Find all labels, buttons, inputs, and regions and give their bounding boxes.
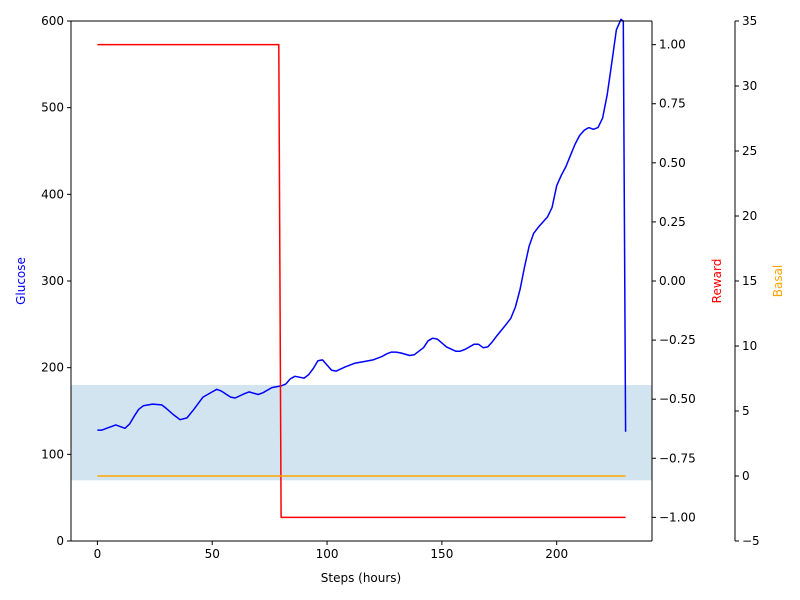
reward-tick-label: 0.50 [659,156,686,170]
glucose-tick-label: 200 [41,361,64,375]
target-range-layer [71,385,652,481]
basal-tick-label: −5 [742,534,760,548]
tick-layer: 0 50 100 150 2000100200300400500600−1.00−0.7… [41,14,760,561]
x-tick-label: 200 [545,547,568,561]
reward-tick-label: 1.00 [659,38,686,52]
basal-tick-label: 30 [742,79,757,93]
glucose-tick-label: 100 [41,447,64,461]
basal-tick-label: 35 [742,14,757,28]
glucose-axis-label: Glucose [14,257,28,305]
reward-tick-label: 0.25 [659,215,686,229]
x-tick-label: 100 [316,547,339,561]
series-layer [97,18,627,519]
basal-tick-label: 0 [742,469,750,483]
basal-tick-label: 25 [742,144,757,158]
x-tick-label: 0 [94,547,102,561]
reward-tick-label: 0.75 [659,97,686,111]
x-tick-label: 150 [430,547,453,561]
reward-tick-label: −0.75 [659,451,696,465]
x-tick-label: 50 [205,547,220,561]
glucose-tick-label: 500 [41,101,64,115]
reward-tick-label: −0.25 [659,333,696,347]
basal-axis-label: Basal [771,265,785,298]
x-axis-label: Steps (hours) [321,571,402,585]
glucose-series-line [97,18,627,432]
glucose-tick-label: 0 [56,534,64,548]
reward-tick-label: −0.50 [659,392,696,406]
target-range-band [71,385,652,481]
basal-tick-label: 15 [742,274,757,288]
reward-axis-label: Reward [710,259,724,304]
basal-tick-label: 10 [742,339,757,353]
glucose-tick-label: 300 [41,274,64,288]
reward-tick-label: −1.00 [659,510,696,524]
basal-tick-label: 20 [742,209,757,223]
glucose-tick-label: 400 [41,187,64,201]
glucose-tick-label: 600 [41,14,64,28]
basal-tick-label: 5 [742,404,750,418]
reward-series-line [97,43,626,519]
reward-tick-label: 0.00 [659,274,686,288]
